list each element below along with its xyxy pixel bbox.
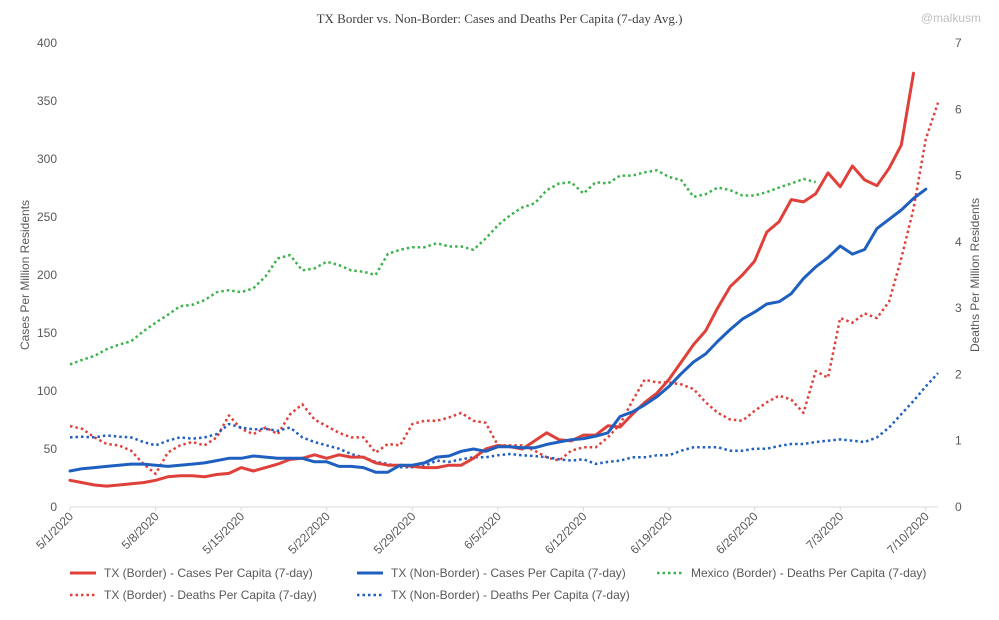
x-tick-label: 5/1/2020 <box>33 509 76 552</box>
y-left-tick-label: 150 <box>37 326 57 340</box>
y-right-tick-label: 7 <box>955 36 962 50</box>
series-line-3 <box>69 102 940 476</box>
series-line-1 <box>68 187 928 474</box>
legend-label: TX (Non-Border) - Deaths Per Capita (7-d… <box>391 588 630 602</box>
series-line-0 <box>68 71 915 488</box>
series-line-2 <box>69 169 817 366</box>
x-tick-label: 7/3/2020 <box>803 509 846 552</box>
series-line-4 <box>69 372 939 469</box>
x-tick-label: 6/26/2020 <box>713 509 761 557</box>
x-tick-label: 6/5/2020 <box>461 509 504 552</box>
legend: TX (Border) - Cases Per Capita (7-day) TX… <box>70 566 926 602</box>
y-left-tick-label: 50 <box>44 442 58 456</box>
y-right-tick-label: 6 <box>955 102 962 116</box>
x-tick-label: 6/19/2020 <box>628 509 676 557</box>
x-tick-label: 6/12/2020 <box>542 509 590 557</box>
y-left-tick-label: 0 <box>50 500 57 514</box>
y-left-axis-title: Cases Per Million Residents <box>18 200 32 350</box>
y-left-tick-label: 100 <box>37 384 57 398</box>
y-left-tick-label: 300 <box>37 152 57 166</box>
x-tick-label: 5/15/2020 <box>200 509 248 557</box>
series-group <box>68 71 940 488</box>
legend-label: TX (Border) - Deaths Per Capita (7-day) <box>104 588 317 602</box>
x-tick-label: 5/22/2020 <box>285 509 333 557</box>
y-left-tick-label: 350 <box>37 94 57 108</box>
watermark: @malkusm <box>920 11 981 25</box>
y-right-tick-label: 0 <box>955 500 962 514</box>
legend-label: Mexico (Border) - Deaths Per Capita (7-d… <box>691 566 926 580</box>
y-right-tick-label: 4 <box>955 235 962 249</box>
chart-title: TX Border vs. Non-Border: Cases and Deat… <box>316 11 683 26</box>
y-right-tick-label: 5 <box>955 169 962 183</box>
legend-label: TX (Non-Border) - Cases Per Capita (7-da… <box>391 566 626 580</box>
legend-label: TX (Border) - Cases Per Capita (7-day) <box>104 566 313 580</box>
y-left-tick-label: 250 <box>37 210 57 224</box>
y-right-tick-label: 1 <box>955 434 962 448</box>
y-right-axis-title: Deaths Per Million Residents <box>968 198 982 352</box>
y-left-tick-label: 400 <box>37 36 57 50</box>
x-tick-label: 5/8/2020 <box>119 509 162 552</box>
x-tick-label: 7/10/2020 <box>884 509 932 557</box>
y-left-tick-label: 200 <box>37 268 57 282</box>
y-right-tick-label: 3 <box>955 301 962 315</box>
y-right-tick-label: 2 <box>955 367 962 381</box>
x-tick-label: 5/29/2020 <box>371 509 419 557</box>
